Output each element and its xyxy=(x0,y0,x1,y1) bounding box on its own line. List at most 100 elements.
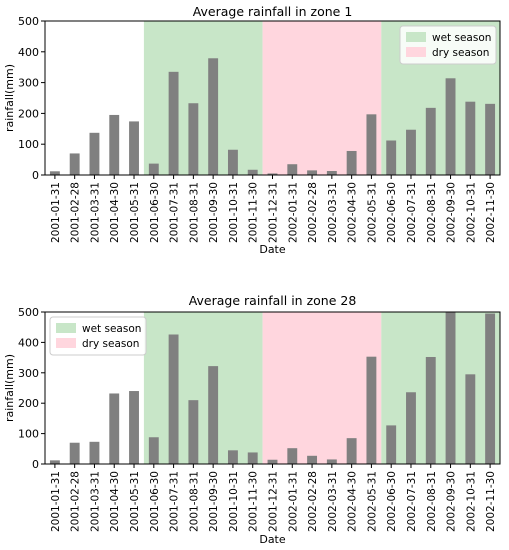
bar xyxy=(326,170,337,175)
y-tick-label: 300 xyxy=(18,367,39,380)
bar xyxy=(445,78,456,175)
wet-season-region xyxy=(143,312,263,464)
y-tick-label: 400 xyxy=(18,336,39,349)
y-tick-label: 200 xyxy=(18,397,39,410)
x-tick-label: 2001-02-28 xyxy=(70,471,82,532)
x-tick-label: 2001-05-31 xyxy=(129,182,141,243)
bar xyxy=(485,313,496,464)
legend-label: wet season xyxy=(82,323,141,335)
y-tick-label: 300 xyxy=(18,77,39,90)
x-tick-label: 2002-03-31 xyxy=(327,471,339,532)
x-tick-label: 2001-01-31 xyxy=(50,471,62,532)
bar xyxy=(406,392,416,464)
chart-title: Average rainfall in zone 1 xyxy=(193,4,353,19)
y-tick-label: 100 xyxy=(18,138,39,151)
bar xyxy=(247,169,258,175)
bar xyxy=(267,459,278,464)
x-axis-label: Date xyxy=(259,533,286,546)
bar xyxy=(465,101,476,175)
bar xyxy=(346,150,357,175)
dry-season-region xyxy=(262,21,382,175)
bar xyxy=(69,153,80,175)
x-tick-label: 2001-06-30 xyxy=(149,182,161,243)
bar xyxy=(346,438,357,464)
x-tick-label: 2001-08-31 xyxy=(188,471,200,532)
x-tick-label: 2002-01-31 xyxy=(287,471,299,532)
x-tick-label: 2002-04-30 xyxy=(347,182,359,243)
x-tick-label: 2002-03-31 xyxy=(327,182,339,243)
bar xyxy=(366,356,377,464)
x-tick-label: 2002-06-30 xyxy=(386,471,398,532)
bar xyxy=(69,442,80,464)
x-tick-label: 2001-12-31 xyxy=(268,471,280,532)
x-tick-label: 2001-07-31 xyxy=(169,182,181,243)
bar xyxy=(227,149,238,175)
bar xyxy=(208,58,219,175)
legend-label: dry season xyxy=(82,338,139,350)
bar xyxy=(109,393,120,464)
x-tick-label: 2001-12-31 xyxy=(268,182,280,243)
x-tick-label: 2001-03-31 xyxy=(89,182,101,243)
legend-label: dry season xyxy=(432,47,489,59)
bar xyxy=(386,140,397,175)
y-tick-label: 400 xyxy=(18,46,39,59)
bar xyxy=(89,132,100,175)
legend-swatch-wet xyxy=(406,32,426,42)
bar xyxy=(307,170,318,175)
x-tick-label: 2001-11-30 xyxy=(248,471,260,532)
x-tick-label: 2001-05-31 xyxy=(129,471,141,532)
y-tick-label: 500 xyxy=(18,15,39,28)
x-tick-label: 2002-01-31 xyxy=(287,182,299,243)
x-tick-label: 2001-06-30 xyxy=(149,471,161,532)
wet-season-region xyxy=(143,21,263,175)
bar xyxy=(406,129,416,175)
x-tick-label: 2002-09-30 xyxy=(446,471,458,532)
wet-season-region xyxy=(381,312,500,464)
y-tick-label: 0 xyxy=(32,458,39,471)
bar xyxy=(49,171,60,175)
bar xyxy=(168,71,179,175)
legend-swatch-dry xyxy=(406,47,426,57)
bar xyxy=(307,455,318,464)
x-axis-label: Date xyxy=(259,243,286,256)
bar xyxy=(247,452,258,464)
bar xyxy=(287,448,298,464)
bar xyxy=(326,459,337,464)
legend-swatch-dry xyxy=(56,338,76,348)
x-tick-label: 2002-10-31 xyxy=(465,182,477,243)
y-axis-label: rainfall(mm) xyxy=(3,64,16,132)
x-tick-label: 2002-05-31 xyxy=(366,182,378,243)
bar xyxy=(188,103,199,175)
bar xyxy=(287,164,298,175)
bar xyxy=(386,425,397,464)
x-tick-label: 2001-02-28 xyxy=(70,182,82,243)
y-tick-label: 200 xyxy=(18,107,39,120)
x-tick-label: 2001-03-31 xyxy=(89,471,101,532)
x-tick-label: 2001-10-31 xyxy=(228,182,240,243)
y-axis-label: rainfall(mm) xyxy=(3,354,16,422)
bar xyxy=(485,103,496,175)
x-tick-label: 2002-08-31 xyxy=(426,471,438,532)
x-tick-label: 2001-08-31 xyxy=(188,182,200,243)
x-tick-label: 2001-10-31 xyxy=(228,471,240,532)
bar xyxy=(425,107,436,175)
bar xyxy=(425,356,436,464)
x-tick-label: 2002-02-28 xyxy=(307,182,319,243)
bar xyxy=(465,374,476,464)
x-tick-label: 2002-10-31 xyxy=(465,471,477,532)
bar xyxy=(208,366,219,464)
chart-title: Average rainfall in zone 28 xyxy=(189,293,357,308)
x-tick-label: 2002-09-30 xyxy=(446,182,458,243)
x-tick-label: 2001-09-30 xyxy=(208,182,220,243)
x-tick-label: 2002-11-30 xyxy=(485,182,497,243)
y-tick-label: 500 xyxy=(18,306,39,319)
bar xyxy=(267,173,278,175)
legend-label: wet season xyxy=(432,32,491,44)
bar xyxy=(188,400,199,464)
bar xyxy=(49,460,60,464)
y-tick-label: 100 xyxy=(18,428,39,441)
x-tick-label: 2001-11-30 xyxy=(248,182,260,243)
x-tick-label: 2002-07-31 xyxy=(406,182,418,243)
bar xyxy=(227,450,238,464)
